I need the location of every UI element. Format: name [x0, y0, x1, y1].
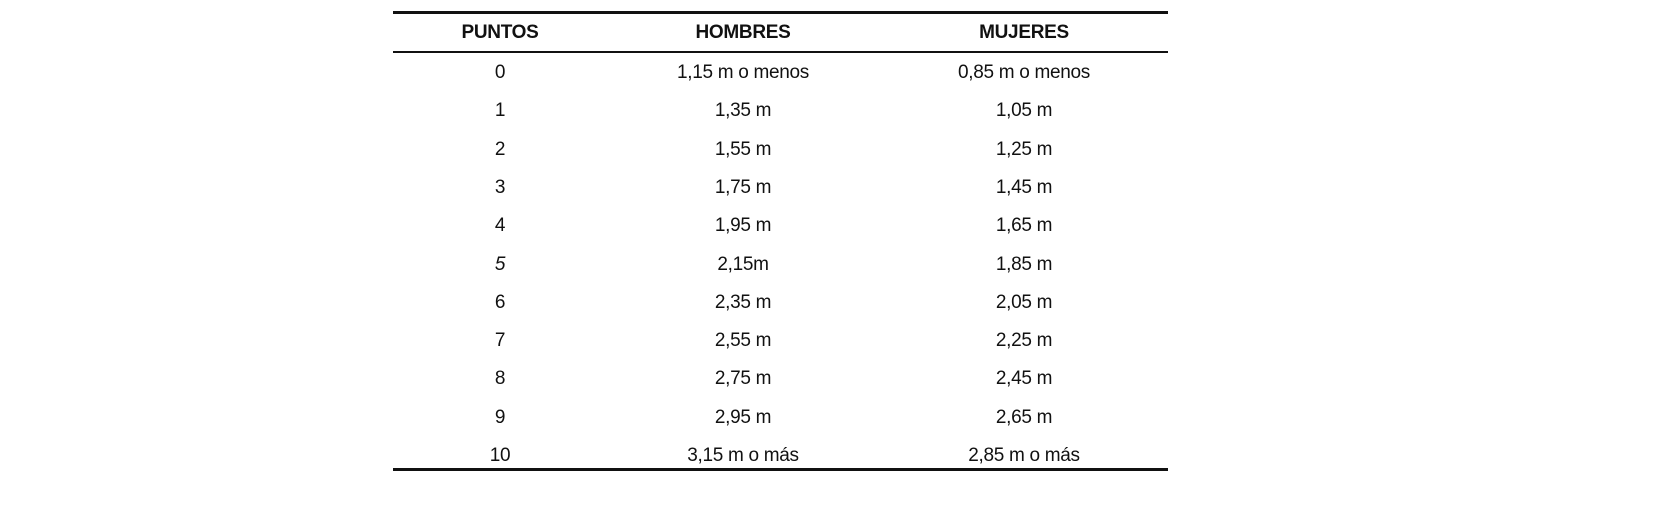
table-row: 3 1,75 m 1,45 m [393, 169, 1168, 207]
cell-puntos: 0 [494, 62, 506, 83]
cell-mujeres: 1,65 m [995, 215, 1053, 237]
cell-hombres: 2,55 m [714, 330, 772, 352]
cell-mujeres: 1,45 m [995, 176, 1053, 198]
cell-mujeres: 2,05 m [995, 291, 1053, 313]
cell-puntos: 3 [494, 176, 506, 198]
table-row: 9 2,95 m 2,65 m [393, 399, 1168, 437]
header-row: PUNTOS HOMBRES MUJERES [393, 14, 1168, 52]
header-rule [393, 51, 1168, 53]
cell-hombres: 1,15 m o menos [676, 62, 810, 83]
cell-hombres: 1,75 m [714, 176, 772, 198]
cell-puntos: 10 [489, 445, 511, 466]
cell-mujeres: 1,85 m [995, 253, 1053, 275]
cell-hombres: 1,55 m [714, 138, 772, 160]
cell-puntos: 7 [494, 330, 506, 352]
cell-puntos: 5 [494, 253, 506, 275]
table-row: 4 1,95 m 1,65 m [393, 207, 1168, 245]
cell-puntos: 9 [494, 406, 506, 428]
cell-mujeres: 2,45 m [995, 368, 1053, 390]
header-hombres: HOMBRES [695, 22, 791, 43]
cell-puntos: 8 [494, 368, 506, 390]
cell-hombres: 1,35 m [714, 100, 772, 122]
table-row: 2 1,55 m 1,25 m [393, 131, 1168, 169]
bottom-rule [393, 468, 1168, 471]
cell-puntos: 1 [494, 100, 506, 122]
table-row: 8 2,75 m 2,45 m [393, 360, 1168, 398]
table-row: 10 3,15 m o más 2,85 m o más [393, 437, 1168, 475]
cell-puntos: 6 [494, 291, 506, 313]
table-row: 5 2,15m 1,85 m [393, 246, 1168, 284]
table-row: 6 2,35 m 2,05 m [393, 284, 1168, 322]
cell-hombres: 2,35 m [714, 291, 772, 313]
cell-mujeres: 2,65 m [995, 406, 1053, 428]
cell-hombres: 3,15 m o más [687, 445, 799, 466]
cell-mujeres: 1,05 m [995, 100, 1053, 122]
table-row: 7 2,55 m 2,25 m [393, 322, 1168, 360]
cell-hombres: 2,75 m [714, 368, 772, 390]
cell-hombres: 1,95 m [714, 215, 772, 237]
header-mujeres: MUJERES [979, 22, 1069, 43]
cell-mujeres: 1,25 m [995, 138, 1053, 160]
cell-hombres: 2,15m [717, 253, 769, 275]
cell-mujeres: 0,85 m o menos [957, 62, 1091, 83]
cell-puntos: 2 [494, 138, 506, 160]
cell-mujeres: 2,85 m o más [968, 445, 1080, 466]
cell-puntos: 4 [494, 215, 506, 237]
top-rule [393, 11, 1168, 14]
table-row: 1 1,35 m 1,05 m [393, 92, 1168, 130]
cell-mujeres: 2,25 m [995, 330, 1053, 352]
table-row: 0 1,15 m o menos 0,85 m o menos [393, 54, 1168, 92]
cell-hombres: 2,95 m [714, 406, 772, 428]
header-puntos: PUNTOS [461, 22, 539, 43]
